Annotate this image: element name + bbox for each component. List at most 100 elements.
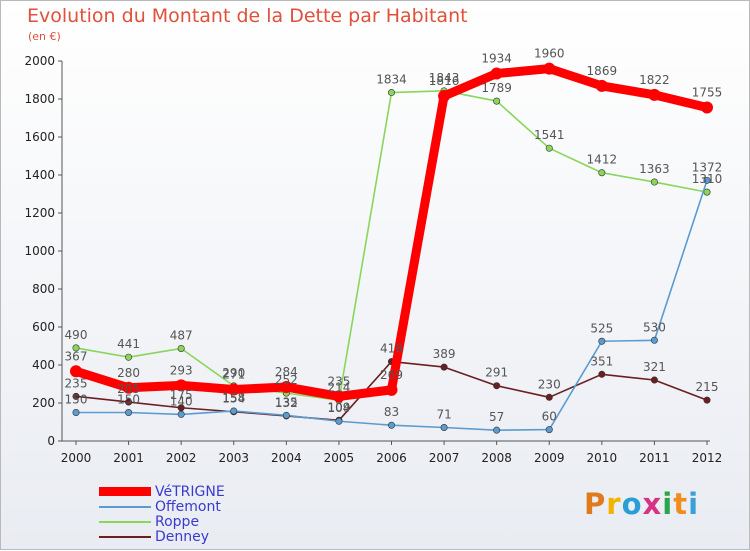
data-label: 490 bbox=[65, 328, 88, 342]
x-tick-label: 2012 bbox=[692, 451, 723, 465]
data-label: 269 bbox=[380, 368, 403, 382]
data-label: 321 bbox=[643, 360, 666, 374]
data-label: 135 bbox=[275, 395, 298, 409]
data-point bbox=[650, 376, 658, 384]
legend-swatch bbox=[99, 535, 151, 538]
legend-item: VéTRIGNE bbox=[99, 483, 225, 500]
data-point bbox=[227, 383, 240, 396]
y-tick-label: 200 bbox=[32, 396, 55, 410]
x-tick-label: 2005 bbox=[324, 451, 355, 465]
data-label: 215 bbox=[696, 380, 719, 394]
data-label: 293 bbox=[170, 363, 193, 377]
data-label: 235 bbox=[327, 374, 350, 388]
data-label: 1822 bbox=[639, 73, 670, 87]
data-label: 530 bbox=[643, 320, 666, 334]
logo-letter: x bbox=[642, 487, 663, 521]
data-point bbox=[543, 62, 556, 75]
x-tick-label: 2008 bbox=[481, 451, 512, 465]
x-tick-label: 2007 bbox=[429, 451, 460, 465]
data-label: 158 bbox=[222, 391, 245, 405]
data-point bbox=[387, 89, 395, 97]
x-tick-label: 2002 bbox=[166, 451, 197, 465]
logo-letter: o bbox=[621, 487, 643, 521]
data-point bbox=[440, 363, 448, 371]
data-label: 1934 bbox=[481, 52, 512, 66]
data-label: 290 bbox=[222, 366, 245, 380]
data-label: 1816 bbox=[429, 74, 460, 88]
data-point bbox=[177, 410, 185, 418]
data-point bbox=[703, 188, 711, 196]
data-label: 418 bbox=[380, 342, 403, 356]
data-label: 83 bbox=[384, 405, 399, 419]
axes: 0 200 400 600 800 1000 1200 1400 1600 1800 2000 200… bbox=[24, 54, 722, 465]
data-point bbox=[650, 336, 658, 344]
logo-letter: t bbox=[673, 487, 689, 521]
data-point bbox=[70, 365, 82, 378]
legend-swatch bbox=[99, 520, 151, 523]
data-point bbox=[282, 411, 290, 419]
y-tick-label: 1800 bbox=[24, 92, 55, 106]
data-point bbox=[125, 398, 133, 406]
data-label: 71 bbox=[436, 408, 451, 422]
y-tick-label: 1600 bbox=[24, 130, 55, 144]
data-label: 1960 bbox=[534, 47, 565, 61]
y-tick-label: 400 bbox=[32, 358, 55, 372]
legend-item: Denney bbox=[99, 528, 225, 545]
data-point bbox=[703, 396, 711, 404]
data-point bbox=[493, 97, 501, 105]
data-point bbox=[72, 408, 80, 416]
legend: VéTRIGNE Offemont Roppe Denney bbox=[99, 483, 225, 545]
x-tick-label: 2009 bbox=[534, 451, 565, 465]
legend-swatch bbox=[99, 505, 151, 508]
data-point bbox=[545, 426, 553, 434]
legend-item: Roppe bbox=[99, 513, 225, 530]
chart-unit: (en €) bbox=[28, 30, 61, 43]
series-lines bbox=[70, 62, 713, 434]
data-label: 271 bbox=[222, 368, 245, 382]
legend-label: VéTRIGNE bbox=[155, 483, 225, 500]
data-label: 132 bbox=[275, 396, 298, 410]
data-point bbox=[72, 344, 80, 352]
data-point bbox=[385, 383, 398, 396]
data-point bbox=[335, 417, 343, 425]
legend-label: Denney bbox=[155, 528, 210, 545]
legend-swatch bbox=[99, 487, 151, 496]
data-label: 1869 bbox=[587, 64, 618, 78]
data-label: 150 bbox=[117, 393, 140, 407]
data-point bbox=[230, 407, 238, 415]
data-label: 1363 bbox=[639, 162, 670, 176]
logo-letter: i bbox=[662, 487, 674, 521]
x-tick-label: 2001 bbox=[113, 451, 144, 465]
data-point bbox=[595, 79, 608, 92]
data-label: 154 bbox=[222, 392, 245, 406]
y-tick-label: 1000 bbox=[24, 244, 55, 258]
x-tick-label: 2006 bbox=[376, 451, 407, 465]
data-point bbox=[440, 424, 448, 432]
data-point bbox=[598, 370, 606, 378]
data-label: 104 bbox=[327, 401, 350, 415]
data-labels: 235 205 175 154 132 109 418 389 291 230 351 321 215 4… bbox=[65, 47, 723, 425]
data-label: 1755 bbox=[692, 86, 723, 100]
data-label: 140 bbox=[170, 394, 193, 408]
y-tick-label: 2000 bbox=[24, 54, 55, 68]
data-label: 230 bbox=[538, 377, 561, 391]
data-point bbox=[490, 67, 503, 80]
x-tick-label: 2003 bbox=[218, 451, 249, 465]
data-label: 57 bbox=[489, 410, 504, 424]
y-tick-label: 1200 bbox=[24, 206, 55, 220]
data-point bbox=[332, 390, 345, 403]
data-point bbox=[280, 381, 293, 394]
data-label: 214 bbox=[327, 380, 350, 394]
data-point bbox=[598, 169, 606, 177]
logo-letter: i bbox=[688, 487, 700, 521]
data-label: 109 bbox=[327, 400, 350, 414]
data-point bbox=[125, 353, 133, 361]
data-point bbox=[122, 381, 135, 394]
data-point bbox=[701, 101, 713, 114]
legend-label: Roppe bbox=[155, 513, 200, 530]
data-point bbox=[545, 393, 553, 401]
data-label: 1834 bbox=[376, 73, 407, 87]
data-label: 389 bbox=[433, 347, 456, 361]
data-label: 1789 bbox=[481, 81, 512, 95]
